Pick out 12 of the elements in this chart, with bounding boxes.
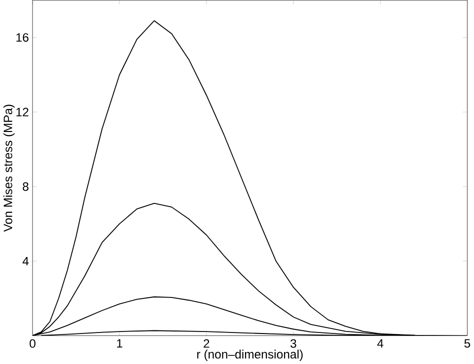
x-tick-label: 1 xyxy=(117,339,122,348)
x-tick-label: 0 xyxy=(30,339,36,348)
y-tick-label: 12 xyxy=(16,108,28,116)
y-tick-label: 4 xyxy=(22,256,29,266)
x-axis-title: r (non–dimensional) xyxy=(197,350,303,361)
x-tick-label: 3 xyxy=(290,339,296,348)
x-tick-label: 2 xyxy=(204,339,210,348)
y-tick-label: 8 xyxy=(22,182,28,191)
x-tick-label: 5 xyxy=(464,339,470,348)
y-tick-label: 16 xyxy=(16,33,28,42)
x-tick-label: 4 xyxy=(377,339,384,348)
y-axis-title: Von Mises stress (MPa) xyxy=(3,104,15,232)
